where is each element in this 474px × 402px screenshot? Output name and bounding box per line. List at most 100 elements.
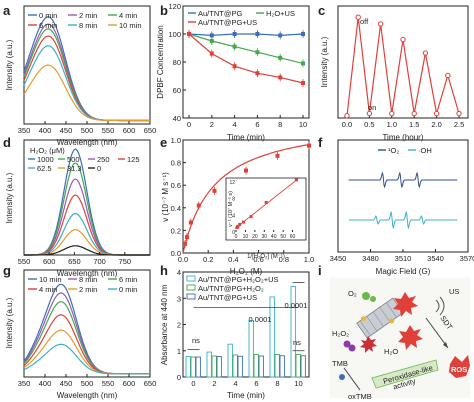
panel-b-legend-label-1: H₂O+US (266, 9, 295, 18)
panel-b-point-0-2 (232, 32, 237, 36)
panel-c-xlabel: Time (hour) (382, 133, 423, 142)
panel-e-point-6 (275, 153, 280, 158)
panel-a-legend-label-2: 4 min (119, 11, 137, 20)
panel-h-bar-1-0 (190, 356, 196, 378)
panel-g-curve-5 (23, 343, 150, 375)
panel-e-xtick-3: 0.6 (253, 255, 263, 264)
panel-e-point-4 (212, 188, 217, 193)
panel-h-xtick-4: 8 (275, 379, 279, 388)
panel-e-ytick-1: 0.2 (171, 226, 181, 235)
panel-e-inset-ytick-1: 4 (232, 213, 235, 219)
panel-h-bar-0-0 (185, 356, 191, 378)
panel-h-legend-label-1: Au/TNT@PG+H₂O₂ (198, 284, 264, 293)
panel-d-frame (23, 139, 151, 256)
panel-c-annotation-off: off (360, 17, 369, 26)
panel-b-series-line-1 (188, 33, 304, 64)
panel-f-spectrum-0 (348, 171, 458, 189)
tmb-arrow (343, 367, 361, 391)
panel-d-xtick-1: 600 (43, 257, 56, 266)
panel-f-legend-label-1: ·OH (418, 146, 432, 155)
panel-h-xlabel: Time (min) (227, 391, 265, 400)
panel-a-legend-label-0: 0 min (39, 11, 57, 20)
panel-h-legend-swatch-0 (186, 275, 196, 282)
panel-h-bar-0-1 (206, 351, 212, 378)
panel-d-legend-label-6: 0 (97, 164, 101, 173)
panel-e-inset-point-5 (249, 215, 253, 219)
schematic-label-tmb: TMB (332, 359, 348, 368)
panel-b-xtick-3: 6 (255, 120, 259, 129)
panel-e-inset-ytick-3: 12 (229, 180, 235, 186)
panel-d-xtick-3: 700 (93, 257, 106, 266)
panel-e-inset-ytick-2: 8 (232, 197, 235, 203)
panel-a-curve-5 (23, 64, 150, 122)
panel-b-ytick-3: 100 (168, 30, 181, 39)
panel-h-bar-1-1 (211, 355, 217, 378)
panel-c-series-line (346, 17, 460, 116)
panel-g-xtick-0: 350 (18, 379, 31, 388)
panel-label-a: a (3, 3, 11, 18)
panel-f-xtick-1: 3480 (362, 254, 379, 263)
panel-e-xtick-1: 0.2 (203, 255, 213, 264)
panel-d-curve-5 (24, 229, 150, 256)
panel-b-point-2-5 (301, 81, 305, 85)
panel-h-bar-2-2 (237, 355, 243, 378)
panel-e-xtick-2: 0.4 (228, 255, 238, 264)
panel-h-bar-2-5 (300, 355, 306, 378)
panel-a: 0 min 2 min 4 min 6 min 8 min 10 min 350 400 45… (5, 5, 156, 147)
panel-e-inset-xtick-5: 50 (280, 234, 286, 240)
panel-c-xtick-2: 1.0 (387, 120, 397, 129)
panel-c-point-4 (389, 110, 395, 117)
panel-e-inset-xtick-2: 20 (252, 234, 258, 240)
ultrasound-wave-icon (435, 299, 440, 313)
panel-c-point-9 (445, 72, 451, 79)
panel-c-point-2 (366, 110, 373, 117)
panel-e-xtick-0: 0.0 (178, 255, 188, 264)
panel-g-ylabel: Intensity (a.u.) (5, 297, 14, 348)
panel-e-inset-xtick-0: 0 (235, 234, 238, 240)
panel-a-xlabel: Wavelength (nm) (57, 138, 118, 147)
panel-e-point-7 (307, 143, 311, 148)
panel-g: 10 min 8 min 6 min 4 min 2 min 0 min 350 400 45… (5, 269, 156, 400)
schematic-label-o2: O₂ (348, 289, 357, 298)
panel-d-legend-label-4: 62.5 (37, 164, 52, 173)
panel-a-curve-4 (23, 45, 150, 122)
panel-c-xtick-5: 2.5 (454, 120, 464, 129)
panel-b-legend-label-0: Au/TNT@PG (198, 9, 242, 18)
panel-f-xtick-0: 3450 (330, 254, 347, 263)
panel-e-xtick-5: 1.0 (304, 255, 314, 264)
panel-h-bar-0-5 (290, 285, 296, 378)
panel-e-frame (182, 139, 310, 254)
panel-c-xtick-4: 2.0 (431, 120, 441, 129)
panel-e-inset-point-2 (236, 224, 240, 228)
panel-h-legend-swatch-2 (186, 293, 196, 300)
panel-h-ylabel: Absorbance at 440 nm (160, 284, 169, 365)
panel-b-point-0-3 (255, 32, 260, 36)
panel-b-point-2-0 (187, 32, 191, 36)
panel-h-ytick-3: 3 (177, 294, 181, 303)
panel-h-bar-1-2 (232, 354, 238, 378)
panel-h-xtick-2: 4 (233, 379, 237, 388)
panel-label-g: g (3, 263, 11, 278)
panel-f-xtick-3: 3540 (427, 254, 444, 263)
panel-a-xtick-1: 400 (39, 126, 52, 135)
panel-a-curve-2 (23, 28, 150, 122)
panel-d: H₂O₂ (μM) 1000 500 250 125 62.5 31.3 0 550 600 6… (5, 139, 151, 278)
panel-c-xtick-3: 1.5 (409, 120, 419, 129)
panel-b-point-2-4 (278, 75, 283, 80)
panel-h-ytick-4: 4 (177, 268, 181, 277)
panel-e-point-1 (184, 235, 189, 240)
panel-h-annotation-p1: 0.0001 (249, 315, 272, 324)
panel-c-point-10 (456, 110, 462, 117)
panel-f-xtick-2: 3510 (395, 254, 412, 263)
o2-molecule-icon (362, 292, 370, 300)
panel-f: ¹O₂ ·OH 3450 3480 3510 3540 3570 Magic Field … (330, 139, 474, 276)
panel-h-bar-1-4 (274, 353, 280, 378)
schematic-label-h2o: H₂O (384, 347, 398, 356)
panel-e-inset-ylabel: v⁻¹ (10⁷ M⁻¹ s) (227, 191, 234, 227)
panel-c-point-8 (433, 110, 440, 117)
panel-b-point-0-5 (301, 32, 305, 36)
panel-label-d: d (3, 135, 11, 150)
panel-f-frame (337, 139, 469, 253)
panel-a-xtick-2: 450 (60, 126, 73, 135)
